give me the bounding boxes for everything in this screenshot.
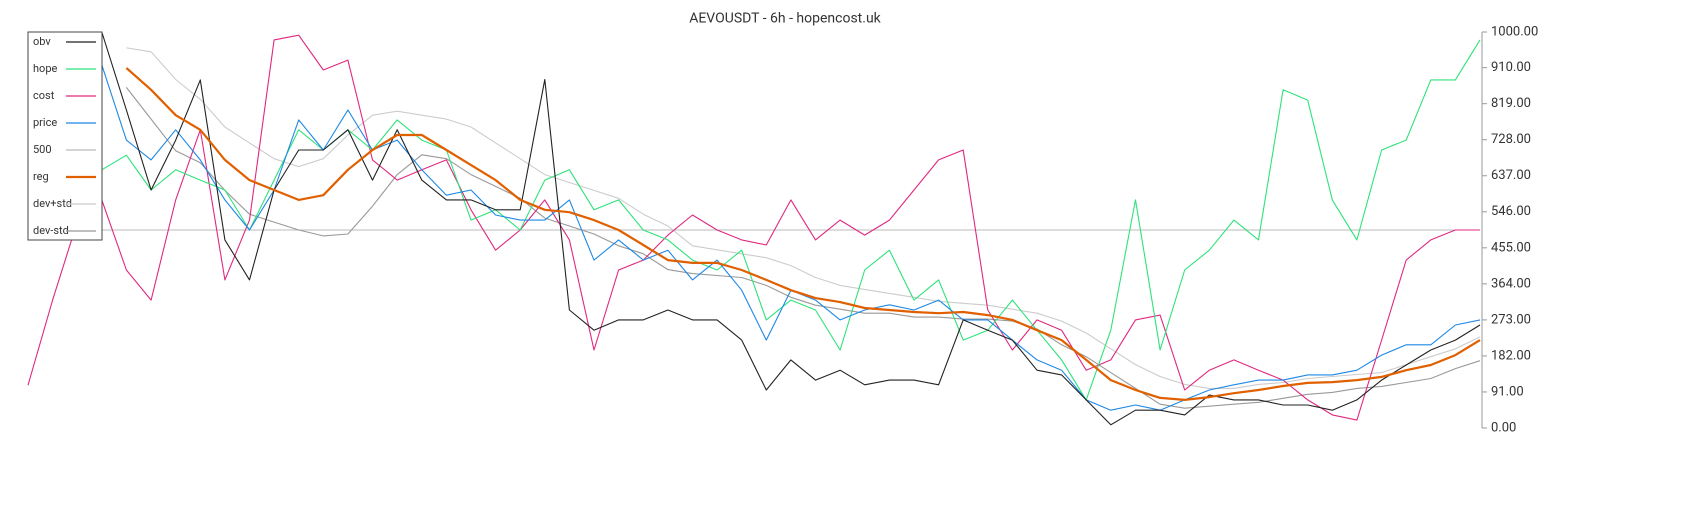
series-line xyxy=(101,39,1481,401)
y-tick-label: 728.00 xyxy=(1491,132,1531,147)
legend-label: price xyxy=(33,116,57,129)
legend: obv hope cost price 500 reg dev+std dev-std xyxy=(27,31,103,241)
series-line xyxy=(101,64,1481,411)
y-tick-label: 819.00 xyxy=(1491,96,1531,111)
y-tick-label: 455.00 xyxy=(1491,240,1531,255)
legend-label: reg xyxy=(33,170,49,183)
legend-label: hope xyxy=(33,62,58,75)
y-tick-label: 0.00 xyxy=(1491,420,1516,435)
y-tick-label: 273.00 xyxy=(1491,312,1531,327)
legend-label: dev-std xyxy=(33,224,69,237)
legend-label: dev+std xyxy=(33,197,72,210)
y-tick-label: 546.00 xyxy=(1491,204,1531,219)
y-tick-label: 182.00 xyxy=(1491,348,1531,363)
y-tick-label: 910.00 xyxy=(1491,60,1531,75)
series-line xyxy=(125,67,1481,401)
series-line xyxy=(126,47,1481,389)
y-tick-label: 364.00 xyxy=(1491,276,1531,291)
y-tick-label: 637.00 xyxy=(1491,168,1531,183)
legend-label: cost xyxy=(33,89,55,102)
series-line xyxy=(125,87,1481,409)
legend-label: obv xyxy=(33,35,51,48)
legend-label: 500 xyxy=(33,143,52,156)
series-line xyxy=(27,34,1480,421)
legend-box xyxy=(27,31,103,241)
series-line xyxy=(101,31,1481,426)
y-tick-label: 91.00 xyxy=(1491,384,1524,399)
y-tick-label: 1000.00 xyxy=(1491,24,1538,39)
chart-title: AEVOUSDT - 6h - hopencost.uk xyxy=(689,11,881,27)
